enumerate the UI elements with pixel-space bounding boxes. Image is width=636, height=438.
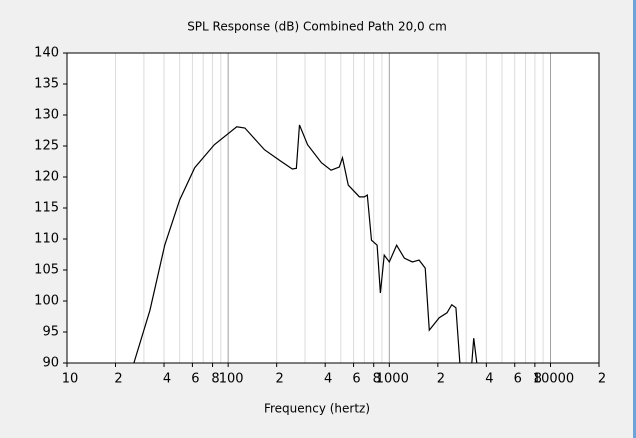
x-tick-label: 8 xyxy=(534,372,542,387)
y-tick-label: 120 xyxy=(34,170,59,185)
y-tick-label: 110 xyxy=(34,232,59,247)
x-tick-label: 8 xyxy=(211,372,219,387)
y-tick-label: 115 xyxy=(34,201,59,216)
x-tick-label: 1000 xyxy=(376,372,409,387)
x-tick-label: 10 xyxy=(62,372,79,387)
y-tick-label: 105 xyxy=(34,263,59,278)
y-tick-label: 135 xyxy=(34,77,59,92)
y-tick-label: 140 xyxy=(34,46,59,61)
x-tick-label: 2 xyxy=(114,372,122,387)
y-tick-label: 95 xyxy=(42,325,59,340)
chart-title: SPL Response (dB) Combined Path 20,0 cm xyxy=(187,20,447,34)
y-tick-label: 130 xyxy=(34,108,59,123)
y-tick-label: 125 xyxy=(34,139,59,154)
spl-line xyxy=(133,124,478,363)
x-tick-label: 2 xyxy=(598,372,606,387)
x-tick-label: 6 xyxy=(352,372,360,387)
x-tick-label: 4 xyxy=(324,372,332,387)
x-axis-label: Frequency (hertz) xyxy=(264,402,370,416)
x-tick-label: 10000 xyxy=(533,372,574,387)
x-tick-label: 8 xyxy=(373,372,381,387)
y-tick-label: 90 xyxy=(42,356,59,371)
y-tick-label: 100 xyxy=(34,294,59,309)
plot-border xyxy=(66,52,600,364)
plot-area xyxy=(67,53,599,363)
x-tick-label: 4 xyxy=(163,372,171,387)
x-tick-label: 6 xyxy=(514,372,522,387)
x-tick-label: 6 xyxy=(191,372,199,387)
x-tick-label: 4 xyxy=(485,372,493,387)
window-edge xyxy=(633,0,636,438)
x-tick-label: 100 xyxy=(219,372,244,387)
x-tick-label: 2 xyxy=(437,372,445,387)
x-tick-label: 2 xyxy=(276,372,284,387)
